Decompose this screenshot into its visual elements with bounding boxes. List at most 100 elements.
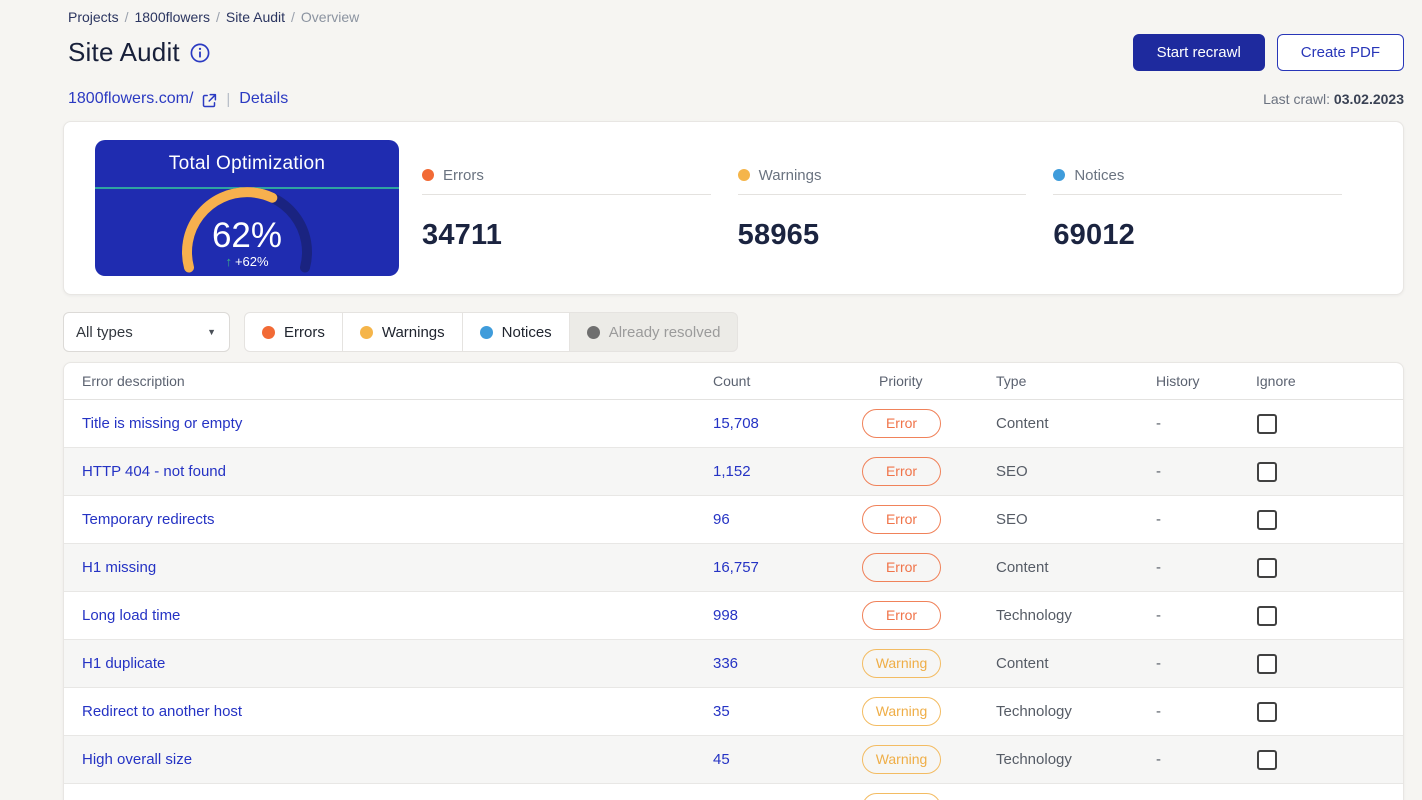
count-link[interactable]: 16,757 <box>713 558 759 576</box>
error-description-link[interactable]: H1 missing <box>82 558 157 576</box>
table-header-row: Error description Count Priority Type Histor… <box>64 363 1403 400</box>
ignore-checkbox[interactable] <box>1257 605 1277 626</box>
gauge-title: Total Optimization <box>168 153 326 174</box>
type-filter-value: All types <box>76 323 133 341</box>
history-cell: - <box>1156 415 1161 432</box>
count-link[interactable]: 998 <box>713 606 739 624</box>
history-cell: - <box>1156 463 1161 480</box>
start-recrawl-button[interactable]: Start recrawl <box>1132 34 1265 71</box>
error-description-link[interactable]: H1 duplicate <box>82 654 166 672</box>
info-icon[interactable] <box>190 43 210 63</box>
column-header-count: Count <box>713 373 751 389</box>
count-link[interactable]: 45 <box>713 750 730 768</box>
severity-tab-errors[interactable]: Errors <box>245 313 342 351</box>
severity-dot-icon <box>586 325 600 339</box>
severity-tab-label: Notices <box>501 323 552 341</box>
column-header-history: History <box>1156 373 1200 389</box>
ignore-checkbox[interactable] <box>1257 461 1277 482</box>
stat-value: 69012 <box>1053 218 1135 251</box>
domain-link[interactable]: 1800flowers.com/ <box>68 90 194 107</box>
severity-tab-label: Already resolved <box>608 323 721 341</box>
table-row: Temporary redirects 96 Error SEO - <box>64 496 1403 544</box>
error-description-link[interactable]: Title is missing or empty <box>82 414 243 432</box>
stat-value: 34711 <box>422 218 503 251</box>
table-row: Title is missing or empty 15,708 Error C… <box>64 400 1403 448</box>
ignore-checkbox[interactable] <box>1257 749 1277 770</box>
breadcrumb-current-overview: Overview <box>300 9 360 25</box>
priority-badge: Warning <box>862 697 941 726</box>
gauge-delta: ↑ +62% <box>95 254 399 269</box>
ignore-checkbox[interactable] <box>1257 413 1277 434</box>
stat-divider <box>737 193 1027 195</box>
ignore-checkbox[interactable] <box>1257 653 1277 674</box>
stat-dot-icon <box>422 169 434 181</box>
type-cell: Content <box>996 415 1049 432</box>
table-row: High overall size 45 Warning Technology … <box>64 736 1403 784</box>
count-link[interactable]: 1,152 <box>713 462 751 480</box>
details-link[interactable]: Details <box>239 90 289 107</box>
stat-label: Errors <box>443 166 484 184</box>
filter-row: All types ▼ Errors Warnings Notices Alre… <box>63 312 1404 352</box>
history-cell: - <box>1156 751 1161 768</box>
history-cell: - <box>1156 655 1161 672</box>
error-description-link[interactable]: HTTP 404 - not found <box>82 462 226 480</box>
severity-tab-label: Errors <box>284 323 325 341</box>
stat-label: Warnings <box>758 166 822 184</box>
last-crawl: Last crawl: 03.02.2023 <box>1263 91 1404 107</box>
stat-block: Errors 34711 <box>422 167 738 252</box>
create-pdf-button[interactable]: Create PDF <box>1276 34 1404 71</box>
gauge-arc <box>182 187 312 273</box>
error-description-link[interactable]: Temporary redirects <box>82 510 215 528</box>
severity-tab-notices[interactable]: Notices <box>462 313 569 351</box>
up-arrow-icon: ↑ <box>225 254 232 269</box>
count-link[interactable]: 15,708 <box>713 414 759 432</box>
type-cell: Content <box>996 559 1049 576</box>
priority-badge: Error <box>862 553 941 582</box>
severity-dot-icon <box>359 325 373 339</box>
priority-badge: Warning <box>862 745 941 774</box>
severity-tab-label: Warnings <box>381 323 445 341</box>
external-link-icon[interactable] <box>202 93 217 108</box>
type-cell: Technology <box>996 751 1072 768</box>
ignore-checkbox[interactable] <box>1257 701 1277 722</box>
stat-label: Notices <box>1074 166 1125 184</box>
breadcrumb-separator: / <box>215 9 220 25</box>
table-row: Redirect to another host 35 Warning Tech… <box>64 688 1403 736</box>
type-cell: Content <box>996 655 1049 672</box>
count-link[interactable]: 336 <box>713 654 739 672</box>
stat-divider <box>422 193 711 195</box>
last-crawl-date: 03.02.2023 <box>1333 91 1404 107</box>
type-cell: Technology <box>996 607 1072 624</box>
priority-badge: Error <box>862 505 941 534</box>
divider-pipe: | <box>226 90 231 108</box>
severity-tab-warnings[interactable]: Warnings <box>342 313 462 351</box>
count-link[interactable]: 35 <box>713 702 730 720</box>
history-cell: - <box>1156 511 1161 528</box>
error-description-link[interactable]: Long load time <box>82 606 181 624</box>
type-filter-dropdown[interactable]: All types ▼ <box>63 312 230 352</box>
issue-stats: Errors 34711 Warnings 58965 Notices 6901… <box>399 167 1403 252</box>
breadcrumb-project-1800flowers[interactable]: 1800flowers <box>134 9 210 25</box>
severity-tab-already-resolved[interactable]: Already resolved <box>569 313 738 351</box>
column-header-ignore: Ignore <box>1256 373 1296 389</box>
history-cell: - <box>1156 703 1161 720</box>
column-header-type: Type <box>996 373 1027 389</box>
history-cell: - <box>1156 607 1161 624</box>
error-description-link[interactable]: High overall size <box>82 750 193 768</box>
error-description-link[interactable]: Redirect to another host <box>82 702 243 720</box>
stat-block: Notices 69012 <box>1053 167 1369 252</box>
domain-row: 1800flowers.com/ | Details Last crawl: 0… <box>68 90 1404 108</box>
gauge-delta-value: +62% <box>234 254 269 269</box>
table-row: H1 duplicate 336 Warning Content - <box>64 640 1403 688</box>
count-link[interactable]: 96 <box>713 510 730 528</box>
priority-badge: Error <box>862 409 941 438</box>
breadcrumb-site-audit[interactable]: Site Audit <box>225 9 286 25</box>
page-title: Site Audit <box>68 37 180 67</box>
ignore-checkbox[interactable] <box>1257 557 1277 578</box>
breadcrumb-projects[interactable]: Projects <box>68 9 119 25</box>
stat-dot-icon <box>1053 169 1066 181</box>
ignore-checkbox[interactable] <box>1257 509 1277 530</box>
table-row: H1 missing 16,757 Error Content - <box>64 544 1403 592</box>
priority-badge: Error <box>862 457 941 486</box>
history-cell: - <box>1156 559 1161 576</box>
